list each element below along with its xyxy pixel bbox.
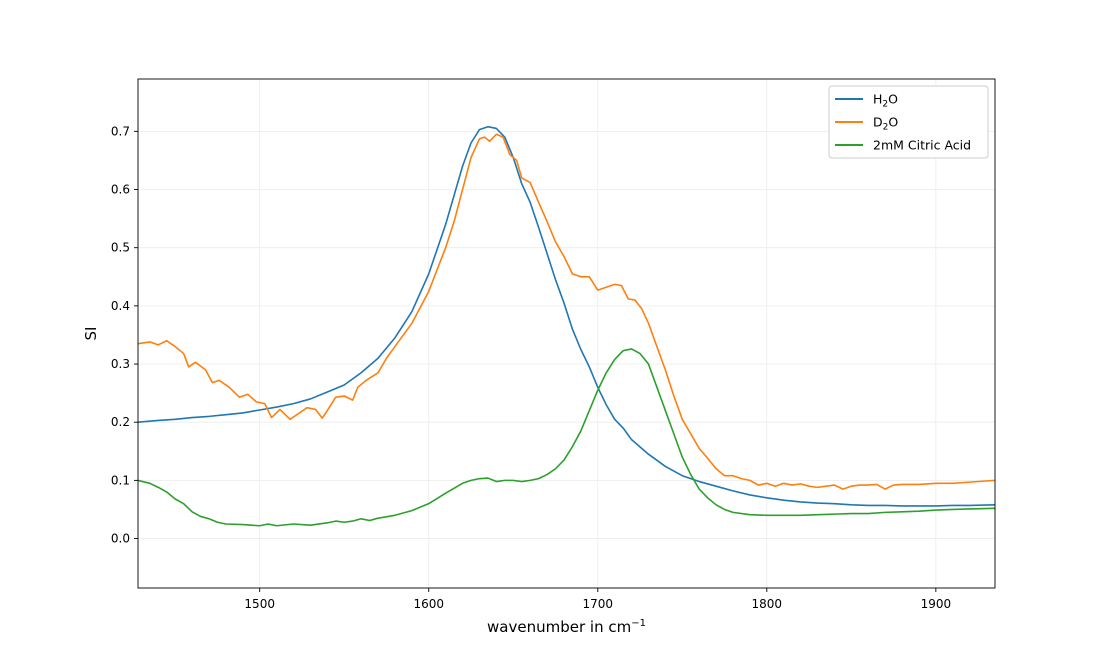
series-line-h2o bbox=[138, 125, 995, 507]
y-tick-label: 0.4 bbox=[111, 299, 130, 313]
legend-label-h2o: H2O bbox=[873, 92, 898, 110]
series-line-citric-acid bbox=[138, 348, 995, 527]
grid bbox=[138, 79, 995, 588]
x-axis-label-main: wavenumber in cm bbox=[487, 618, 631, 636]
x-axis-ticks: 1500 1600 1700 1800 1900 bbox=[244, 588, 951, 611]
y-tick-label: 0.1 bbox=[111, 473, 130, 487]
x-tick-label: 1500 bbox=[244, 597, 275, 611]
y-tick-label: 0.0 bbox=[111, 532, 130, 546]
legend-box bbox=[828, 85, 989, 159]
x-tick-label: 1600 bbox=[413, 597, 444, 611]
series-lines bbox=[138, 125, 995, 527]
y-tick-label: 0.3 bbox=[111, 357, 130, 371]
y-tick-label: 0.2 bbox=[111, 415, 130, 429]
y-tick-label: 0.5 bbox=[111, 241, 130, 255]
x-tick-label: 1800 bbox=[752, 597, 783, 611]
legend-label-d2o: D2O bbox=[873, 115, 898, 133]
y-axis-ticks: 0.0 0.1 0.2 0.3 0.4 0.5 0.6 0.7 bbox=[111, 124, 138, 546]
x-axis-label: wavenumber in cm−1 bbox=[487, 618, 646, 636]
x-axis-label-superscript: −1 bbox=[631, 618, 646, 629]
legend: H2O D2O 2mM Citric Acid bbox=[828, 85, 989, 159]
y-tick-label: 0.7 bbox=[111, 124, 130, 138]
legend-label-citric-acid: 2mM Citric Acid bbox=[873, 138, 971, 153]
plot-area-frame bbox=[137, 78, 996, 589]
x-tick-label: 1900 bbox=[921, 597, 952, 611]
x-tick-label: 1700 bbox=[582, 597, 613, 611]
y-axis-label: SI bbox=[82, 327, 100, 341]
y-tick-label: 0.6 bbox=[111, 183, 130, 197]
series-line-d2o bbox=[138, 133, 995, 490]
